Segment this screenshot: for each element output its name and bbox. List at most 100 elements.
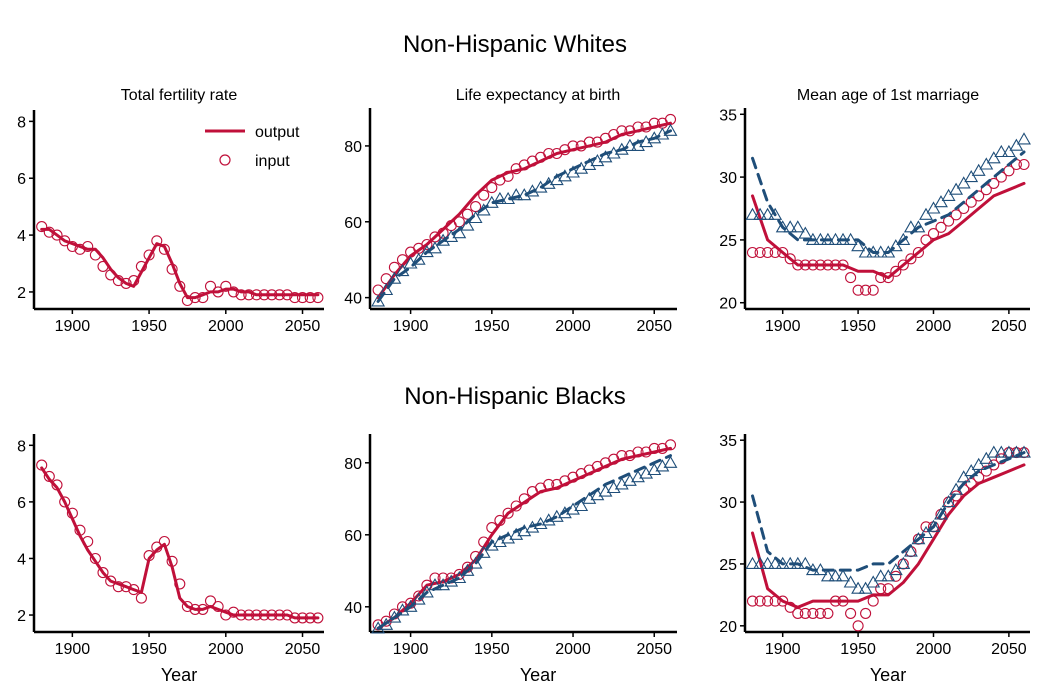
y-tick-label: 25 (719, 557, 737, 574)
input-point-circle (273, 609, 286, 621)
input-point-circle (920, 234, 932, 246)
input-point-circle (151, 541, 163, 553)
input-point-circle (128, 275, 140, 287)
x-axis-label-right: Year (870, 665, 906, 685)
input-point-triangle (428, 241, 442, 254)
input-point-circle (988, 459, 1000, 471)
x-axis-label-left: Year (161, 665, 197, 685)
input-point-circle (632, 446, 644, 458)
input-point-triangle (919, 525, 933, 539)
input-point-circle (543, 478, 555, 490)
input-point-circle (935, 221, 947, 233)
input-point-triangle (775, 556, 790, 569)
input-point-circle (829, 595, 842, 607)
input-point-triangle (903, 220, 918, 233)
input-point-triangle (994, 144, 1009, 158)
input-point-circle (746, 595, 759, 607)
input-point-circle (920, 521, 932, 533)
input-point-circle (927, 228, 940, 240)
input-point-circle (429, 572, 441, 584)
input-point-circle (197, 603, 209, 615)
input-point-circle (258, 289, 270, 301)
x-tick-label: 1950 (131, 641, 167, 658)
x-tick-label: 2050 (285, 641, 321, 658)
input-point-triangle (911, 220, 926, 233)
input-point-triangle (663, 123, 678, 136)
y-tick-label: 30 (719, 170, 737, 187)
input-point-circle (258, 609, 270, 621)
input-point-triangle (949, 482, 964, 495)
input-point-circle (988, 177, 1000, 189)
input-point-circle (43, 470, 55, 482)
input-point-circle (518, 493, 530, 505)
legend-input-label: input (255, 153, 290, 170)
input-point-circle (143, 249, 155, 261)
input-point-circle (135, 260, 147, 272)
input-point-circle (510, 500, 522, 512)
x-tick-label: 2050 (636, 318, 672, 335)
y-tick-label: 80 (344, 139, 362, 156)
input-point-triangle (663, 455, 678, 468)
input-point-triangle (956, 176, 971, 189)
input-point-triangle (783, 220, 798, 233)
input-point-circle (243, 289, 255, 301)
panel-0: 1900 1950 2000 2050 2 4 6 8 (17, 110, 324, 335)
input-point-triangle (873, 245, 888, 258)
input-point-triangle (509, 188, 524, 201)
input-point-circle (380, 273, 392, 285)
input-point-circle (980, 465, 992, 477)
input-point-circle (59, 235, 71, 247)
input-point-triangle (941, 494, 956, 508)
input-point-triangle (813, 232, 828, 245)
x-tick-label: 2050 (991, 641, 1027, 658)
input-point-circle (769, 595, 781, 607)
input-point-circle (89, 249, 101, 261)
y-tick-label: 6 (17, 171, 26, 188)
input-point-triangle (964, 463, 979, 477)
input-point-circle (235, 289, 247, 301)
input-point-circle (174, 578, 186, 590)
input-point-circle (437, 572, 449, 584)
input-point-triangle (460, 563, 475, 576)
series-dash-line (376, 129, 672, 303)
input-point-circle (82, 535, 94, 548)
input-point-triangle (1017, 132, 1031, 145)
input-point-triangle (866, 245, 881, 258)
input-point-triangle (1009, 138, 1024, 151)
input-point-triangle (881, 569, 896, 582)
input-point-circle (897, 259, 909, 271)
input-point-circle (769, 246, 781, 259)
x-tick-label: 2000 (208, 318, 244, 335)
input-point-circle (304, 292, 316, 304)
input-point-triangle (873, 569, 888, 582)
y-tick-label: 20 (719, 619, 737, 636)
y-tick-label: 6 (17, 495, 26, 512)
input-point-circle (799, 259, 811, 271)
y-tick-label: 25 (719, 233, 737, 250)
input-point-circle (777, 246, 789, 259)
input-point-triangle (753, 207, 768, 220)
legend: output input (205, 124, 300, 170)
x-tick-label: 2000 (208, 641, 244, 658)
y-tick-label: 2 (17, 285, 26, 302)
y-tick-label: 8 (17, 438, 26, 455)
input-point-circle (250, 609, 263, 621)
x-tick-label: 1950 (840, 318, 876, 335)
input-point-circle (912, 246, 924, 259)
input-point-circle (792, 259, 804, 271)
input-point-circle (189, 292, 201, 304)
input-point-circle (777, 595, 789, 607)
input-point-circle (66, 240, 78, 253)
input-point-triangle (768, 556, 783, 569)
input-point-circle (822, 259, 834, 271)
input-point-triangle (452, 226, 467, 239)
panel-3: 1900 1950 2000 2050 2 4 6 8 (17, 434, 324, 658)
x-tick-label: 2000 (555, 641, 591, 658)
input-point-triangle (843, 232, 858, 245)
input-point-circle (227, 606, 240, 618)
input-point-circle (82, 240, 94, 253)
input-point-circle (204, 595, 217, 607)
input-point-triangle (745, 556, 760, 569)
input-point-triangle (614, 477, 629, 490)
panel-title-life-expectancy: Life expectancy at birth (456, 87, 621, 104)
